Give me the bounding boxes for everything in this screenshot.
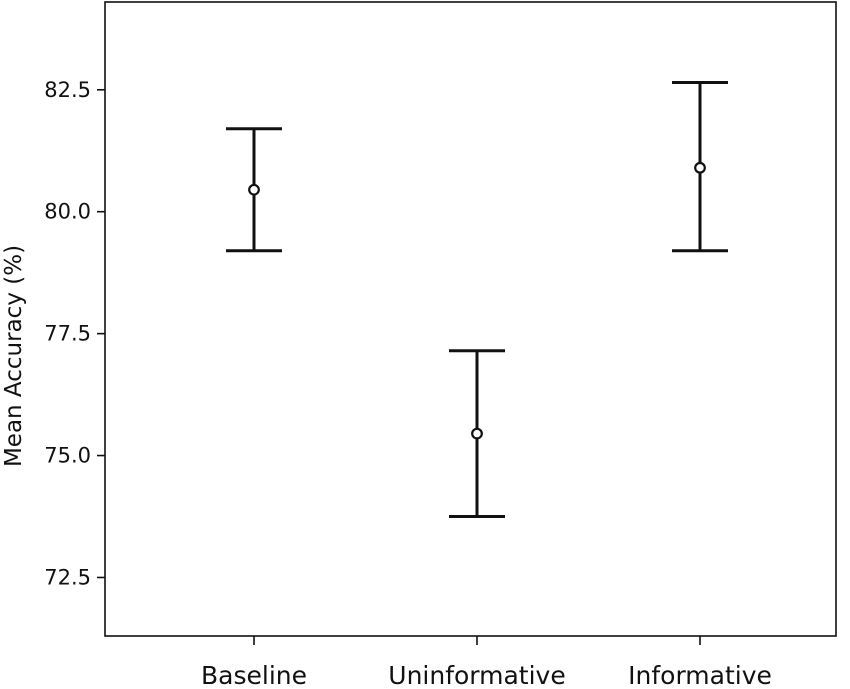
y-tick-label: 75.0 bbox=[44, 444, 91, 468]
y-tick-label: 72.5 bbox=[44, 565, 91, 589]
y-tick-label: 77.5 bbox=[44, 322, 91, 346]
mean-point bbox=[471, 427, 483, 440]
y-axis-title: Mean Accuracy (%) bbox=[1, 245, 27, 467]
error-bar-group bbox=[449, 349, 505, 519]
data-marks bbox=[226, 80, 728, 519]
error-bar-group bbox=[672, 80, 728, 253]
category-label: Uninformative bbox=[388, 661, 565, 689]
category-label: Baseline bbox=[201, 661, 307, 689]
category-label: Informative bbox=[628, 661, 772, 689]
axes bbox=[104, 1, 837, 637]
y-tick-label: 82.5 bbox=[44, 78, 91, 102]
mean-point bbox=[248, 183, 260, 196]
y-ticks: 72.5 75.0 77.5 80.0 82.5 bbox=[44, 78, 105, 589]
plot-frame bbox=[104, 1, 837, 637]
mean-point bbox=[694, 161, 706, 174]
y-tick-label: 80.0 bbox=[44, 200, 91, 224]
x-ticks: Baseline Uninformative Informative bbox=[201, 636, 772, 689]
error-bar-group bbox=[226, 127, 282, 253]
